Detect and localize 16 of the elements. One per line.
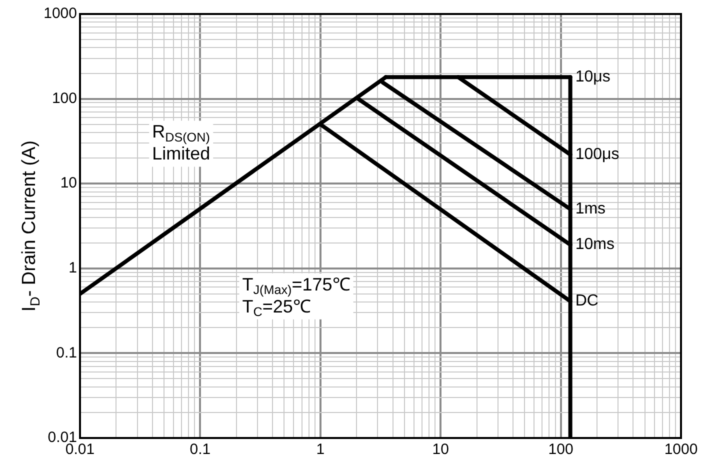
x-tick-label: 1000 (664, 441, 698, 458)
series-label: 1ms (575, 200, 606, 218)
y-tick-label: 1000 (44, 5, 77, 22)
series-label: 100μs (575, 146, 620, 163)
x-tick-label: 1 (316, 441, 325, 458)
y-axis-title: ID- Drain Current (A) (19, 140, 42, 312)
y-tick-label: 100 (52, 90, 77, 107)
x-tick-label: 10 (432, 441, 449, 458)
y-tick-label: 1 (68, 260, 77, 277)
y-tick-label: 0.1 (56, 344, 77, 362)
y-tick-label: 10 (60, 174, 77, 192)
series-label: 10ms (575, 236, 614, 254)
x-tick-label: 100 (548, 441, 574, 458)
series-label: DC (575, 292, 598, 310)
x-tick-label: 0.1 (190, 441, 211, 458)
series-label: 10μs (575, 68, 610, 86)
